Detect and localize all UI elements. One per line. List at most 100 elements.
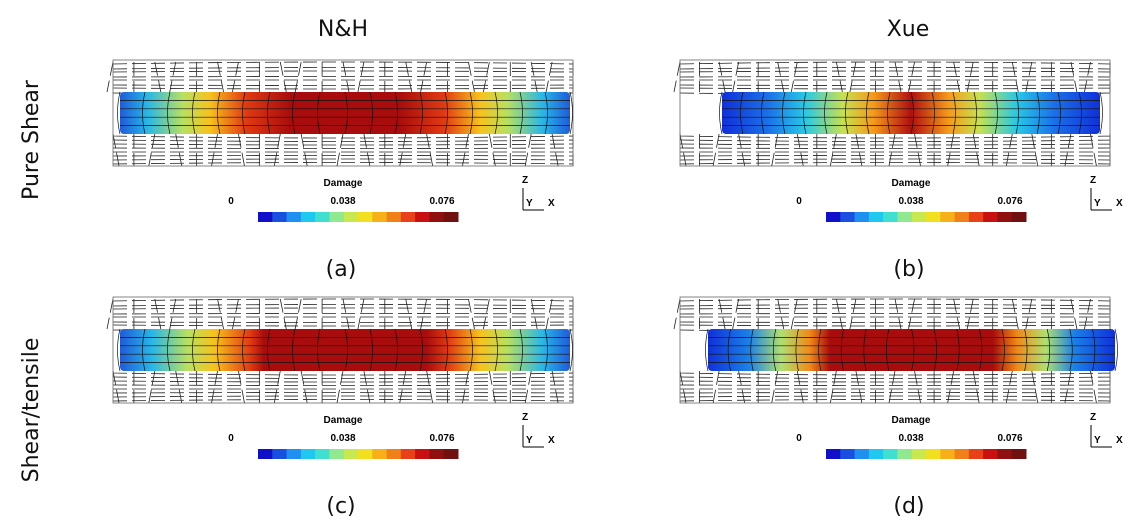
legend-tick: 0.076 (997, 196, 1022, 207)
colorbar-cell (997, 449, 1012, 459)
colorbar-cell (869, 212, 884, 222)
colorbar-cell (926, 212, 941, 222)
legend-tick: 0 (228, 433, 234, 444)
legend-tick: 0 (796, 433, 802, 444)
colorbar-cell (897, 212, 912, 222)
colorbar-cell (358, 212, 373, 222)
colorbar-cell (855, 449, 870, 459)
colorbar-cell (272, 449, 287, 459)
colorbar-cell (826, 449, 841, 459)
colorbar-cell (444, 449, 459, 459)
colorbar-cell (1012, 212, 1027, 222)
colorbar-cell (1012, 449, 1027, 459)
colorbar-cell (301, 212, 316, 222)
colorbar-cell (997, 212, 1012, 222)
panel-caption: (c) (326, 494, 355, 519)
colorbar-cell (272, 212, 287, 222)
colorbar-cell (883, 449, 898, 459)
colorbar-cell (983, 212, 998, 222)
colorbar-cell (287, 212, 302, 222)
axis-y: Y (1094, 435, 1101, 446)
axis-x: X (1116, 435, 1123, 446)
colorbar-cell (401, 449, 416, 459)
legend-tick: 0.038 (898, 196, 923, 207)
legend-title: Damage (892, 178, 931, 189)
colorbar-cell (415, 449, 430, 459)
axis-y: Y (526, 435, 533, 446)
colorbar-cell (826, 212, 841, 222)
figure: N&H Xue Pure Shear Shear/tensile Damage 0 0.03… (0, 0, 1131, 521)
column-header: Xue (887, 17, 930, 42)
colorbar-cell (940, 212, 955, 222)
axis-z: Z (1090, 412, 1096, 423)
colorbar-cell (444, 212, 459, 222)
axis-z: Z (1090, 175, 1096, 186)
colorbar-cell (897, 449, 912, 459)
colorbar-cell (940, 449, 955, 459)
colorbar-cell (969, 449, 984, 459)
legend-title: Damage (324, 415, 363, 426)
colorbar-cell (258, 212, 273, 222)
colorbar-cell (358, 449, 373, 459)
colorbar-cell (912, 449, 927, 459)
row-label: Shear/tensile (19, 338, 44, 483)
colorbar-cell (840, 449, 855, 459)
colorbar-cell (429, 449, 444, 459)
axis-z: Z (522, 175, 528, 186)
panel-caption: (b) (893, 257, 924, 282)
colorbar-cell (329, 212, 344, 222)
legend-tick: 0 (796, 196, 802, 207)
axis-x: X (1116, 198, 1123, 209)
colorbar-cell (344, 212, 359, 222)
contour-plot (674, 60, 1110, 166)
colorbar-cell (344, 449, 359, 459)
legend-tick: 0.038 (330, 196, 355, 207)
mesh-line (120, 92, 570, 134)
colorbar-cell (855, 212, 870, 222)
colorbar-cell (315, 212, 330, 222)
colorbar-cell (415, 212, 430, 222)
colorbar-cell (969, 212, 984, 222)
legend-tick: 0.038 (898, 433, 923, 444)
panel-caption: (d) (893, 494, 924, 519)
colorbar-cell (955, 449, 970, 459)
legend-tick: 0 (228, 196, 234, 207)
colorbar-cell (429, 212, 444, 222)
contour-plot (674, 297, 1118, 403)
mesh-line (722, 92, 1100, 134)
legend-tick: 0.076 (429, 196, 454, 207)
axis-y: Y (1094, 198, 1101, 209)
colorbar-cell (883, 212, 898, 222)
contour-plot (107, 60, 573, 166)
legend-title: Damage (324, 178, 363, 189)
axis-y: Y (526, 198, 533, 209)
column-header: N&H (318, 17, 368, 42)
colorbar-cell (869, 449, 884, 459)
colorbar-cell (955, 212, 970, 222)
mesh-line (120, 329, 570, 371)
contour-plot (107, 297, 573, 403)
legend-tick: 0.076 (997, 433, 1022, 444)
colorbar-cell (401, 212, 416, 222)
colorbar-cell (840, 212, 855, 222)
legend-title: Damage (892, 415, 931, 426)
colorbar-cell (329, 449, 344, 459)
colorbar-cell (372, 449, 387, 459)
colorbar-cell (983, 449, 998, 459)
colorbar-cell (287, 449, 302, 459)
colorbar-cell (387, 449, 402, 459)
panel-caption: (a) (326, 257, 357, 282)
axis-x: X (548, 198, 555, 209)
colorbar-cell (301, 449, 316, 459)
axis-x: X (548, 435, 555, 446)
colorbar-cell (372, 212, 387, 222)
legend-tick: 0.038 (330, 433, 355, 444)
mesh-line (708, 329, 1115, 371)
axis-z: Z (522, 412, 528, 423)
colorbar-cell (912, 212, 927, 222)
row-label: Pure Shear (19, 79, 44, 200)
colorbar-cell (387, 212, 402, 222)
colorbar-cell (315, 449, 330, 459)
colorbar-cell (258, 449, 273, 459)
legend-tick: 0.076 (429, 433, 454, 444)
